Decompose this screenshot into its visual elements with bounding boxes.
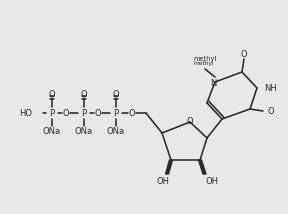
Polygon shape [198, 160, 206, 174]
Text: O: O [187, 116, 193, 125]
Text: N: N [210, 79, 216, 88]
Text: O: O [81, 89, 87, 98]
Text: OH: OH [205, 177, 218, 186]
Text: O: O [49, 89, 55, 98]
Text: methyl: methyl [194, 61, 214, 65]
Polygon shape [166, 160, 173, 174]
Text: ONa: ONa [43, 128, 61, 137]
Text: O: O [268, 107, 275, 116]
Text: OH: OH [156, 177, 170, 186]
Text: O: O [129, 108, 135, 117]
Text: P: P [82, 108, 87, 117]
Text: ONa: ONa [75, 128, 93, 137]
Text: methyl: methyl [193, 56, 217, 62]
Text: O: O [113, 89, 119, 98]
Text: ONa: ONa [107, 128, 125, 137]
Text: O: O [95, 108, 101, 117]
Text: HO: HO [19, 108, 32, 117]
Text: O: O [63, 108, 69, 117]
Text: P: P [50, 108, 54, 117]
Text: O: O [241, 49, 247, 58]
Text: NH: NH [264, 83, 277, 92]
Text: P: P [113, 108, 119, 117]
